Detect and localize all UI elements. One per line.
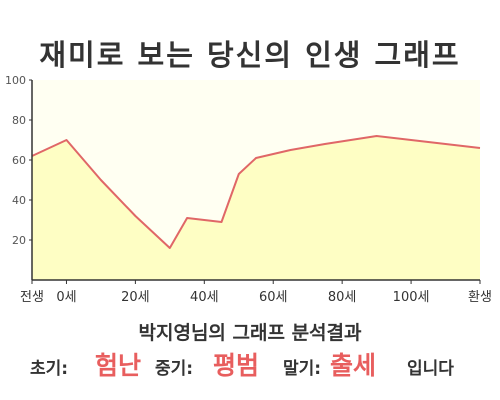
- y-tick-label: 20: [12, 234, 26, 247]
- x-tick-label: 80세: [328, 290, 357, 305]
- x-tick-label: 0세: [56, 290, 76, 305]
- chart-title: 재미로 보는 당신의 인생 그래프: [39, 38, 461, 72]
- series-line: [31, 135, 481, 249]
- ending-text: 입니다: [407, 359, 454, 379]
- early-label: 초기:: [30, 359, 69, 379]
- late-label: 말기:: [283, 359, 322, 379]
- x-tick-label: 100세: [393, 290, 430, 305]
- middle-label: 중기:: [155, 359, 194, 379]
- early-value: 험난: [95, 351, 142, 380]
- analysis-heading: 박지영님의 그래프 분석결과: [138, 322, 362, 344]
- x-tick-label: 환생: [468, 290, 492, 305]
- middle-value: 평범: [213, 351, 260, 380]
- x-tick-label: 20세: [121, 290, 150, 305]
- x-tick-label: 전생: [20, 290, 44, 305]
- x-tick-label: 40세: [190, 290, 219, 305]
- late-value: 출세: [330, 351, 377, 380]
- y-tick-label: 60: [12, 154, 26, 167]
- y-tick-label: 100: [5, 74, 26, 87]
- x-tick-label: 60세: [259, 290, 288, 305]
- y-tick-label: 80: [12, 114, 26, 127]
- series-area: [32, 136, 480, 280]
- y-tick-label: 40: [12, 194, 26, 207]
- analysis-result: 초기: 험난 중기: 평범 말기: 출세 입니다: [0, 344, 500, 384]
